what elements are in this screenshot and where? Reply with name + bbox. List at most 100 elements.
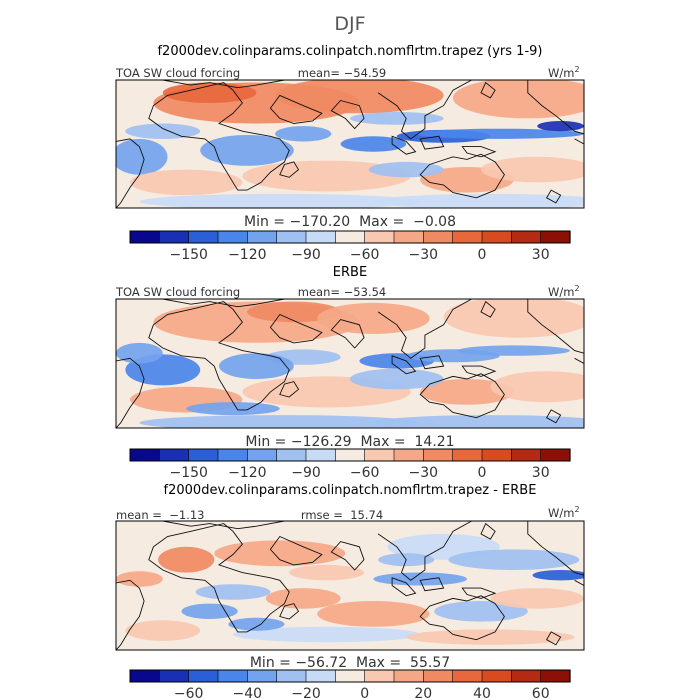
- coastline-africa: [148, 82, 290, 191]
- panel-3-map: [115, 520, 585, 651]
- coastline-arabia: [269, 313, 323, 344]
- coastline-nz: [545, 409, 562, 424]
- colorbar-tick-label: 0: [360, 686, 369, 700]
- coastline-seasia: [377, 521, 472, 581]
- coastline-india: [330, 319, 365, 349]
- field-region: [195, 584, 271, 600]
- coastline-seasia: [377, 299, 472, 359]
- coastline-newguinea: [461, 146, 497, 158]
- coastline-arabia: [269, 94, 323, 124]
- colorbar-swatch: [423, 669, 454, 683]
- field-region: [130, 169, 243, 196]
- figure-title: DJF: [334, 13, 365, 35]
- coastline-sam_left: [116, 357, 145, 428]
- coastline-sumatra: [391, 577, 417, 597]
- panel-2: ERBE TOA SW cloud forcing mean= −53.54 W…: [115, 265, 585, 481]
- coastline-madagascar: [279, 603, 300, 620]
- colorbar-tick-label: −120: [228, 465, 266, 481]
- field-region: [246, 301, 341, 323]
- colorbar-tick-label: 60: [532, 686, 550, 700]
- panel-3-stats: Min = −56.72 Max = 55.57: [250, 655, 450, 671]
- colorbar-frame: [129, 669, 571, 683]
- colorbar-tick-label: −40: [233, 686, 263, 700]
- panel-2-mean-label: mean= −53.54: [298, 285, 386, 299]
- colorbar-swatch: [247, 448, 278, 462]
- colorbar-tick-label: 20: [414, 686, 432, 700]
- coastline-samerica: [574, 579, 584, 586]
- panel-1-units-label: W/m2: [548, 65, 580, 80]
- field-region: [275, 80, 444, 114]
- coastline-australia: [419, 373, 505, 419]
- coastline-sumatra: [391, 135, 417, 155]
- colorbar-tick-label: 0: [478, 465, 487, 481]
- colorbar-tick-label: 30: [532, 465, 550, 481]
- colorbar-swatch: [188, 230, 219, 244]
- field-region: [420, 379, 514, 405]
- colorbar-swatch: [276, 448, 307, 462]
- field-region: [158, 546, 215, 573]
- coastline-arabia: [269, 535, 323, 566]
- panel-2-map: [115, 298, 585, 429]
- colorbar-swatch: [452, 230, 483, 244]
- field-region: [537, 121, 584, 132]
- coastline-africa: [148, 301, 290, 411]
- colorbar-swatch: [423, 448, 454, 462]
- colorbar-tick-label: −90: [291, 465, 321, 481]
- field-region: [214, 540, 346, 567]
- field-region: [219, 353, 294, 379]
- panel-2-colorbar: −150 −120 −90 −60 −30 0 30: [129, 448, 571, 481]
- panel-3-units-label: W/m2: [548, 505, 580, 520]
- panel-3-colorbar: −60 −40 −20 0 20 40 60: [129, 669, 571, 700]
- colorbar-tick-label: −30: [409, 465, 439, 481]
- field-region: [532, 570, 584, 581]
- panel-1-map: [115, 79, 585, 209]
- map-frame: [115, 520, 585, 651]
- field-region: [186, 402, 280, 416]
- field-region: [373, 415, 584, 428]
- coastline-nz: [545, 189, 562, 204]
- field-region: [125, 620, 201, 641]
- colorbar-swatch: [129, 448, 160, 462]
- field-region: [181, 603, 238, 619]
- colorbar-swatch: [247, 230, 278, 244]
- coastline-madagascar: [279, 161, 300, 178]
- coastline-borneo: [419, 135, 445, 150]
- field-region: [275, 126, 332, 142]
- coastline-newguinea: [461, 587, 497, 599]
- panel-1-stats: Min = −170.20 Max = −0.08: [244, 214, 456, 230]
- field-region: [228, 617, 285, 631]
- coastline-sam_left: [116, 138, 145, 208]
- field-region: [289, 564, 364, 581]
- panel-2-left-label: TOA SW cloud forcing: [115, 285, 240, 299]
- panel-3-mean-label: mean = −1.13: [116, 508, 204, 522]
- field-region: [452, 80, 584, 119]
- field-region: [116, 138, 168, 175]
- coastline-japan: [480, 300, 496, 318]
- colorbar-swatch: [276, 230, 307, 244]
- panel-3-heading: f2000dev.colinparams.colinpatch.nomflrtm…: [164, 483, 537, 498]
- field-region: [317, 601, 430, 627]
- colorbar-swatch: [481, 448, 512, 462]
- panel-1-heading: f2000dev.colinparams.colinpatch.nomflrtm…: [157, 44, 542, 59]
- colorbar-swatch: [511, 448, 542, 462]
- coastline-sam_left: [116, 579, 145, 650]
- field-region: [350, 112, 444, 125]
- field-region: [457, 345, 570, 356]
- field-region: [317, 302, 430, 334]
- panel-1-mean-label: mean= −54.59: [298, 66, 386, 80]
- coastline-seasia: [377, 80, 472, 140]
- panel-1-left-label: TOA SW cloud forcing: [115, 66, 240, 80]
- colorbar-tick-label: −150: [169, 465, 207, 481]
- colorbar-tick-label: −20: [291, 686, 321, 700]
- coastline-madagascar: [279, 381, 300, 398]
- colorbar-tick-label: −60: [350, 465, 380, 481]
- coastline-india: [330, 99, 365, 130]
- field-region: [340, 136, 407, 152]
- coastline-australia: [419, 595, 505, 641]
- colorbar-tick-label: 30: [532, 247, 550, 263]
- field-region: [368, 161, 444, 178]
- colorbar-swatch: [276, 669, 307, 683]
- colorbar-swatch: [452, 669, 483, 683]
- colorbar-swatch: [540, 230, 571, 244]
- colorbar-swatch: [129, 669, 160, 683]
